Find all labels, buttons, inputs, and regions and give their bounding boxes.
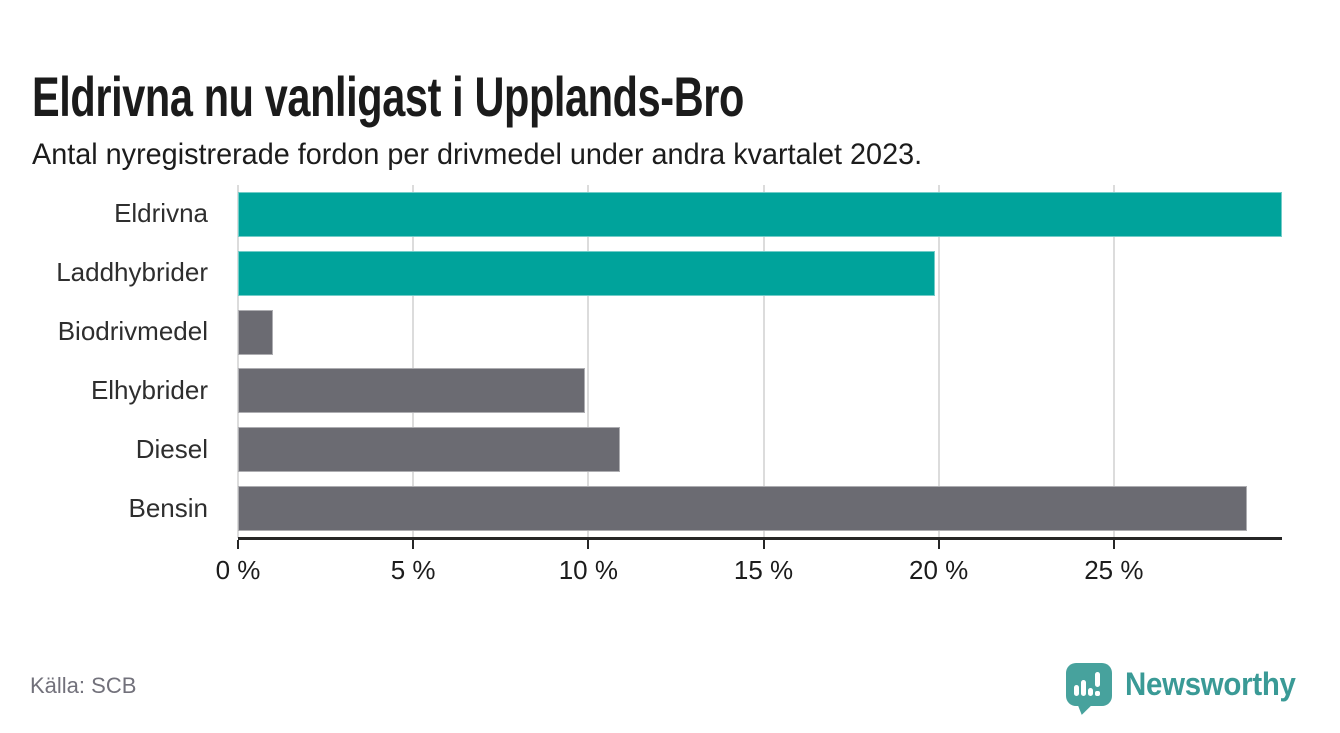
logo-bar-3 — [1087, 687, 1093, 696]
gridline-25 — [1112, 185, 1115, 538]
bar-bensin — [238, 486, 1247, 532]
newsworthy-speech-bubble-bar-chart-icon — [1065, 662, 1112, 717]
x-tick-label-0: 0 % — [215, 555, 261, 585]
bar-eldrivna — [238, 191, 1282, 237]
axis-tick-5 — [412, 540, 415, 549]
logo-exclamation-bar — [1094, 671, 1100, 687]
gridline-20 — [937, 185, 940, 538]
y-label-elhybrider: Elhybrider — [90, 374, 208, 405]
bar-elhybrider — [238, 368, 585, 414]
chart-title: Eldrivna nu vanligast i Upplands-Bro — [32, 64, 744, 128]
axis-tick-15 — [762, 540, 765, 549]
logo-bar-2 — [1080, 679, 1086, 696]
x-axis-line — [238, 537, 1282, 540]
y-label-eldrivna: Eldrivna — [114, 198, 208, 229]
logo-bar-1 — [1073, 684, 1079, 696]
x-tick-label-25: 25 % — [1084, 555, 1144, 585]
gridline-10 — [587, 185, 590, 538]
y-label-biodrivmedel: Biodrivmedel — [57, 315, 208, 346]
newsworthy-logo[interactable]: Newsworthy — [1065, 656, 1311, 717]
x-tick-label-15: 15 % — [733, 555, 794, 585]
bar-diesel — [238, 427, 620, 473]
y-label-bensin: Bensin — [128, 492, 209, 523]
bar-laddhybrider — [238, 250, 936, 296]
source-note: Källa: SCB — [30, 673, 137, 698]
y-label-laddhybrider: Laddhybrider — [56, 257, 208, 288]
x-tick-label-5: 5 % — [390, 555, 436, 585]
axis-tick-20 — [937, 540, 940, 549]
gridline-0 — [237, 185, 239, 538]
chart-subtitle: Antal nyregistrerade fordon per drivmede… — [32, 138, 923, 171]
axis-tick-0 — [237, 540, 239, 549]
x-tick-label-10: 10 % — [558, 555, 618, 585]
gridline-5 — [412, 185, 415, 538]
y-labels: Eldrivna Laddhybrider Biodrivmedel Elhybrid… — [0, 185, 222, 538]
speech-bubble-tail — [1073, 700, 1092, 717]
bar-biodrivmedel — [238, 309, 274, 355]
x-tick-label-20: 20 % — [909, 555, 969, 585]
plot-area: 0 % 5 % 10 % 15 % 20 % 25 % — [216, 185, 1282, 585]
axis-tick-10 — [587, 540, 590, 549]
axis-tick-25 — [1112, 540, 1115, 549]
y-label-diesel: Diesel — [135, 433, 208, 464]
newsworthy-logo-text: Newsworthy — [1124, 665, 1296, 702]
logo-exclamation-dot — [1094, 690, 1100, 696]
gridline-15 — [762, 185, 765, 538]
